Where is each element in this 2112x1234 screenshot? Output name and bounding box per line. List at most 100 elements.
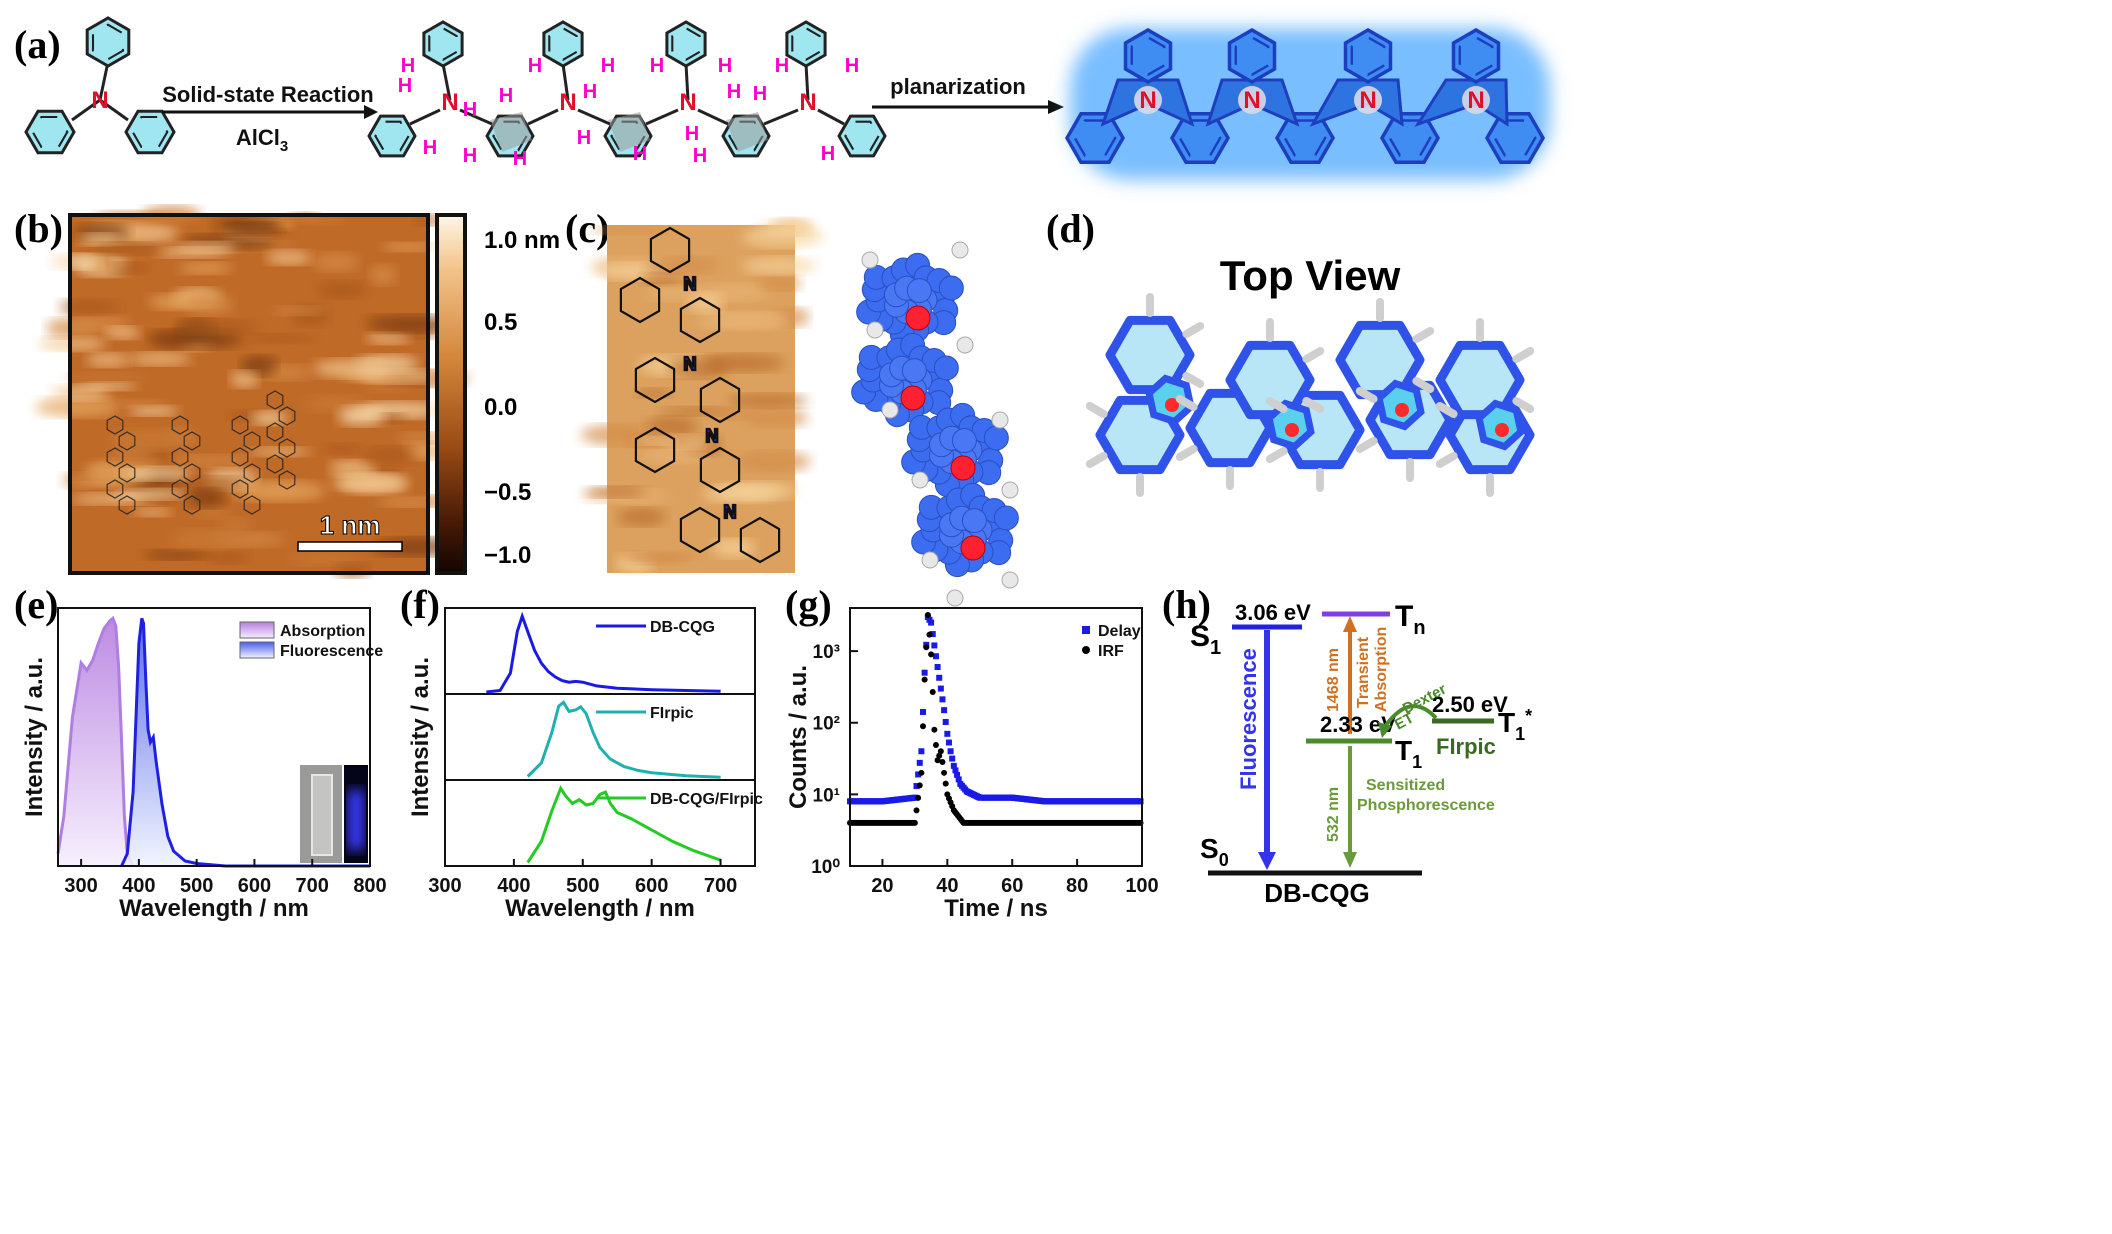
stm-texture xyxy=(240,355,278,377)
stm-texture xyxy=(213,216,281,235)
series-line-absorption xyxy=(56,615,135,867)
marker-delay xyxy=(911,794,918,801)
stm-texture xyxy=(112,488,189,500)
stm-texture xyxy=(179,262,232,274)
nitrogen-label: N xyxy=(799,89,816,116)
phenyl-ring xyxy=(837,114,887,158)
legend-label: Absorption xyxy=(280,623,365,640)
legend-label: Delay xyxy=(1098,623,1141,640)
hydrogen-label: H xyxy=(775,55,789,77)
hydrogen-label: H xyxy=(821,143,835,165)
hydrogen-atom xyxy=(921,551,939,569)
nitrogen-label: N xyxy=(706,426,719,446)
c-h-bond xyxy=(1265,447,1288,463)
hydrogen-atom xyxy=(991,411,1009,429)
stm-texture xyxy=(697,312,789,328)
stm-texture xyxy=(175,319,260,335)
hydrogen-atom xyxy=(911,471,929,489)
colorbar-tick-4: −0.5 xyxy=(484,479,531,506)
hydrogen-atom xyxy=(951,241,969,259)
overlay-ring xyxy=(118,495,136,515)
stm-texture xyxy=(109,262,150,275)
stm-texture xyxy=(231,480,326,502)
marker-delay xyxy=(954,771,961,778)
legend-label: FIrpic xyxy=(650,705,694,722)
c-h-bond xyxy=(1512,347,1535,363)
nitrogen-atom xyxy=(960,535,986,561)
overlay-ring xyxy=(118,431,136,451)
T1star-label: T1* xyxy=(1498,706,1532,744)
hydrogen-atom xyxy=(1001,481,1019,499)
marker-delay xyxy=(944,730,951,737)
x-tick-label: 600 xyxy=(238,875,271,897)
stm-texture xyxy=(35,397,120,418)
molecule-model-top-view xyxy=(1085,293,1535,497)
x-tick-label: 300 xyxy=(64,875,97,897)
stm-texture xyxy=(365,315,454,333)
stm-texture xyxy=(184,293,234,315)
stm-texture xyxy=(323,443,361,455)
c-h-bond xyxy=(1412,327,1435,343)
top-view-title: Top View xyxy=(1220,252,1401,299)
carbon-atom xyxy=(901,358,927,384)
stm-texture xyxy=(120,466,192,481)
colorbar-tick-2: 0.5 xyxy=(484,309,517,336)
overlay-ring xyxy=(679,296,721,344)
sensitized-label-1: Sensitized xyxy=(1366,777,1445,794)
legend-label: Fluorescence xyxy=(280,643,383,660)
stm-texture xyxy=(142,549,212,560)
stm-texture xyxy=(148,329,244,349)
legend-label: IRF xyxy=(1098,643,1124,660)
series-line-firpic xyxy=(526,700,721,779)
fused-ring xyxy=(1123,27,1173,85)
carbon-atom xyxy=(951,428,977,454)
c-h-bond xyxy=(1265,397,1288,413)
cuvette-glow xyxy=(348,790,364,850)
transient-label-1: Transient xyxy=(1355,636,1372,708)
chart-decay: Delay IRF 20 40 60 80 100 10⁰ 10¹ 10² 10³ Time / ns… xyxy=(785,607,1159,922)
marker-delay xyxy=(937,685,944,692)
phenyl-ring xyxy=(85,16,131,68)
molecule-model-c xyxy=(851,241,1019,607)
stm-texture xyxy=(760,219,818,236)
marker-delay xyxy=(949,755,956,762)
x-tick-label: 400 xyxy=(122,875,155,897)
series-area-absorption xyxy=(58,618,134,866)
marker-delay xyxy=(921,669,928,676)
shaded-plane xyxy=(726,112,768,152)
n-highlight xyxy=(1134,86,1162,114)
stm-image-c: N N N N xyxy=(580,218,824,574)
hydrogen-label: H xyxy=(633,143,647,165)
n-highlight xyxy=(1354,86,1382,114)
c-h-bond xyxy=(1085,402,1108,418)
marker-irf xyxy=(918,769,925,776)
y-tick-label: 10² xyxy=(813,714,840,735)
c-h-bond xyxy=(1182,372,1205,388)
cuvette xyxy=(311,774,333,856)
stm-texture xyxy=(645,416,698,437)
hydrogen-label: H xyxy=(601,55,615,77)
dexter-arrow xyxy=(1382,704,1438,730)
carbon-atom xyxy=(961,508,987,534)
S1-energy: 3.06 eV xyxy=(1235,600,1311,625)
x-tick-label: 80 xyxy=(1066,875,1088,897)
stm-texture xyxy=(187,488,228,508)
stm-texture xyxy=(249,446,311,457)
carbon-atom xyxy=(938,275,964,301)
hydrogen-label: H xyxy=(463,145,477,167)
plot-frame xyxy=(849,607,1143,867)
stm-texture xyxy=(266,250,312,265)
stm-texture xyxy=(170,529,246,550)
marker-delay xyxy=(942,718,949,725)
carbon-atom xyxy=(983,425,1009,451)
marker-delay xyxy=(920,708,926,715)
marker-irf xyxy=(939,759,946,766)
energy-diagram: S1 3.06 eV Tn Fluorescence 1468 nm Trans… xyxy=(1190,600,1532,908)
stm-texture xyxy=(85,353,130,367)
stm-texture xyxy=(685,292,725,313)
marker-irf xyxy=(923,644,930,651)
marker-irf xyxy=(931,726,938,733)
stm-texture xyxy=(702,484,779,503)
